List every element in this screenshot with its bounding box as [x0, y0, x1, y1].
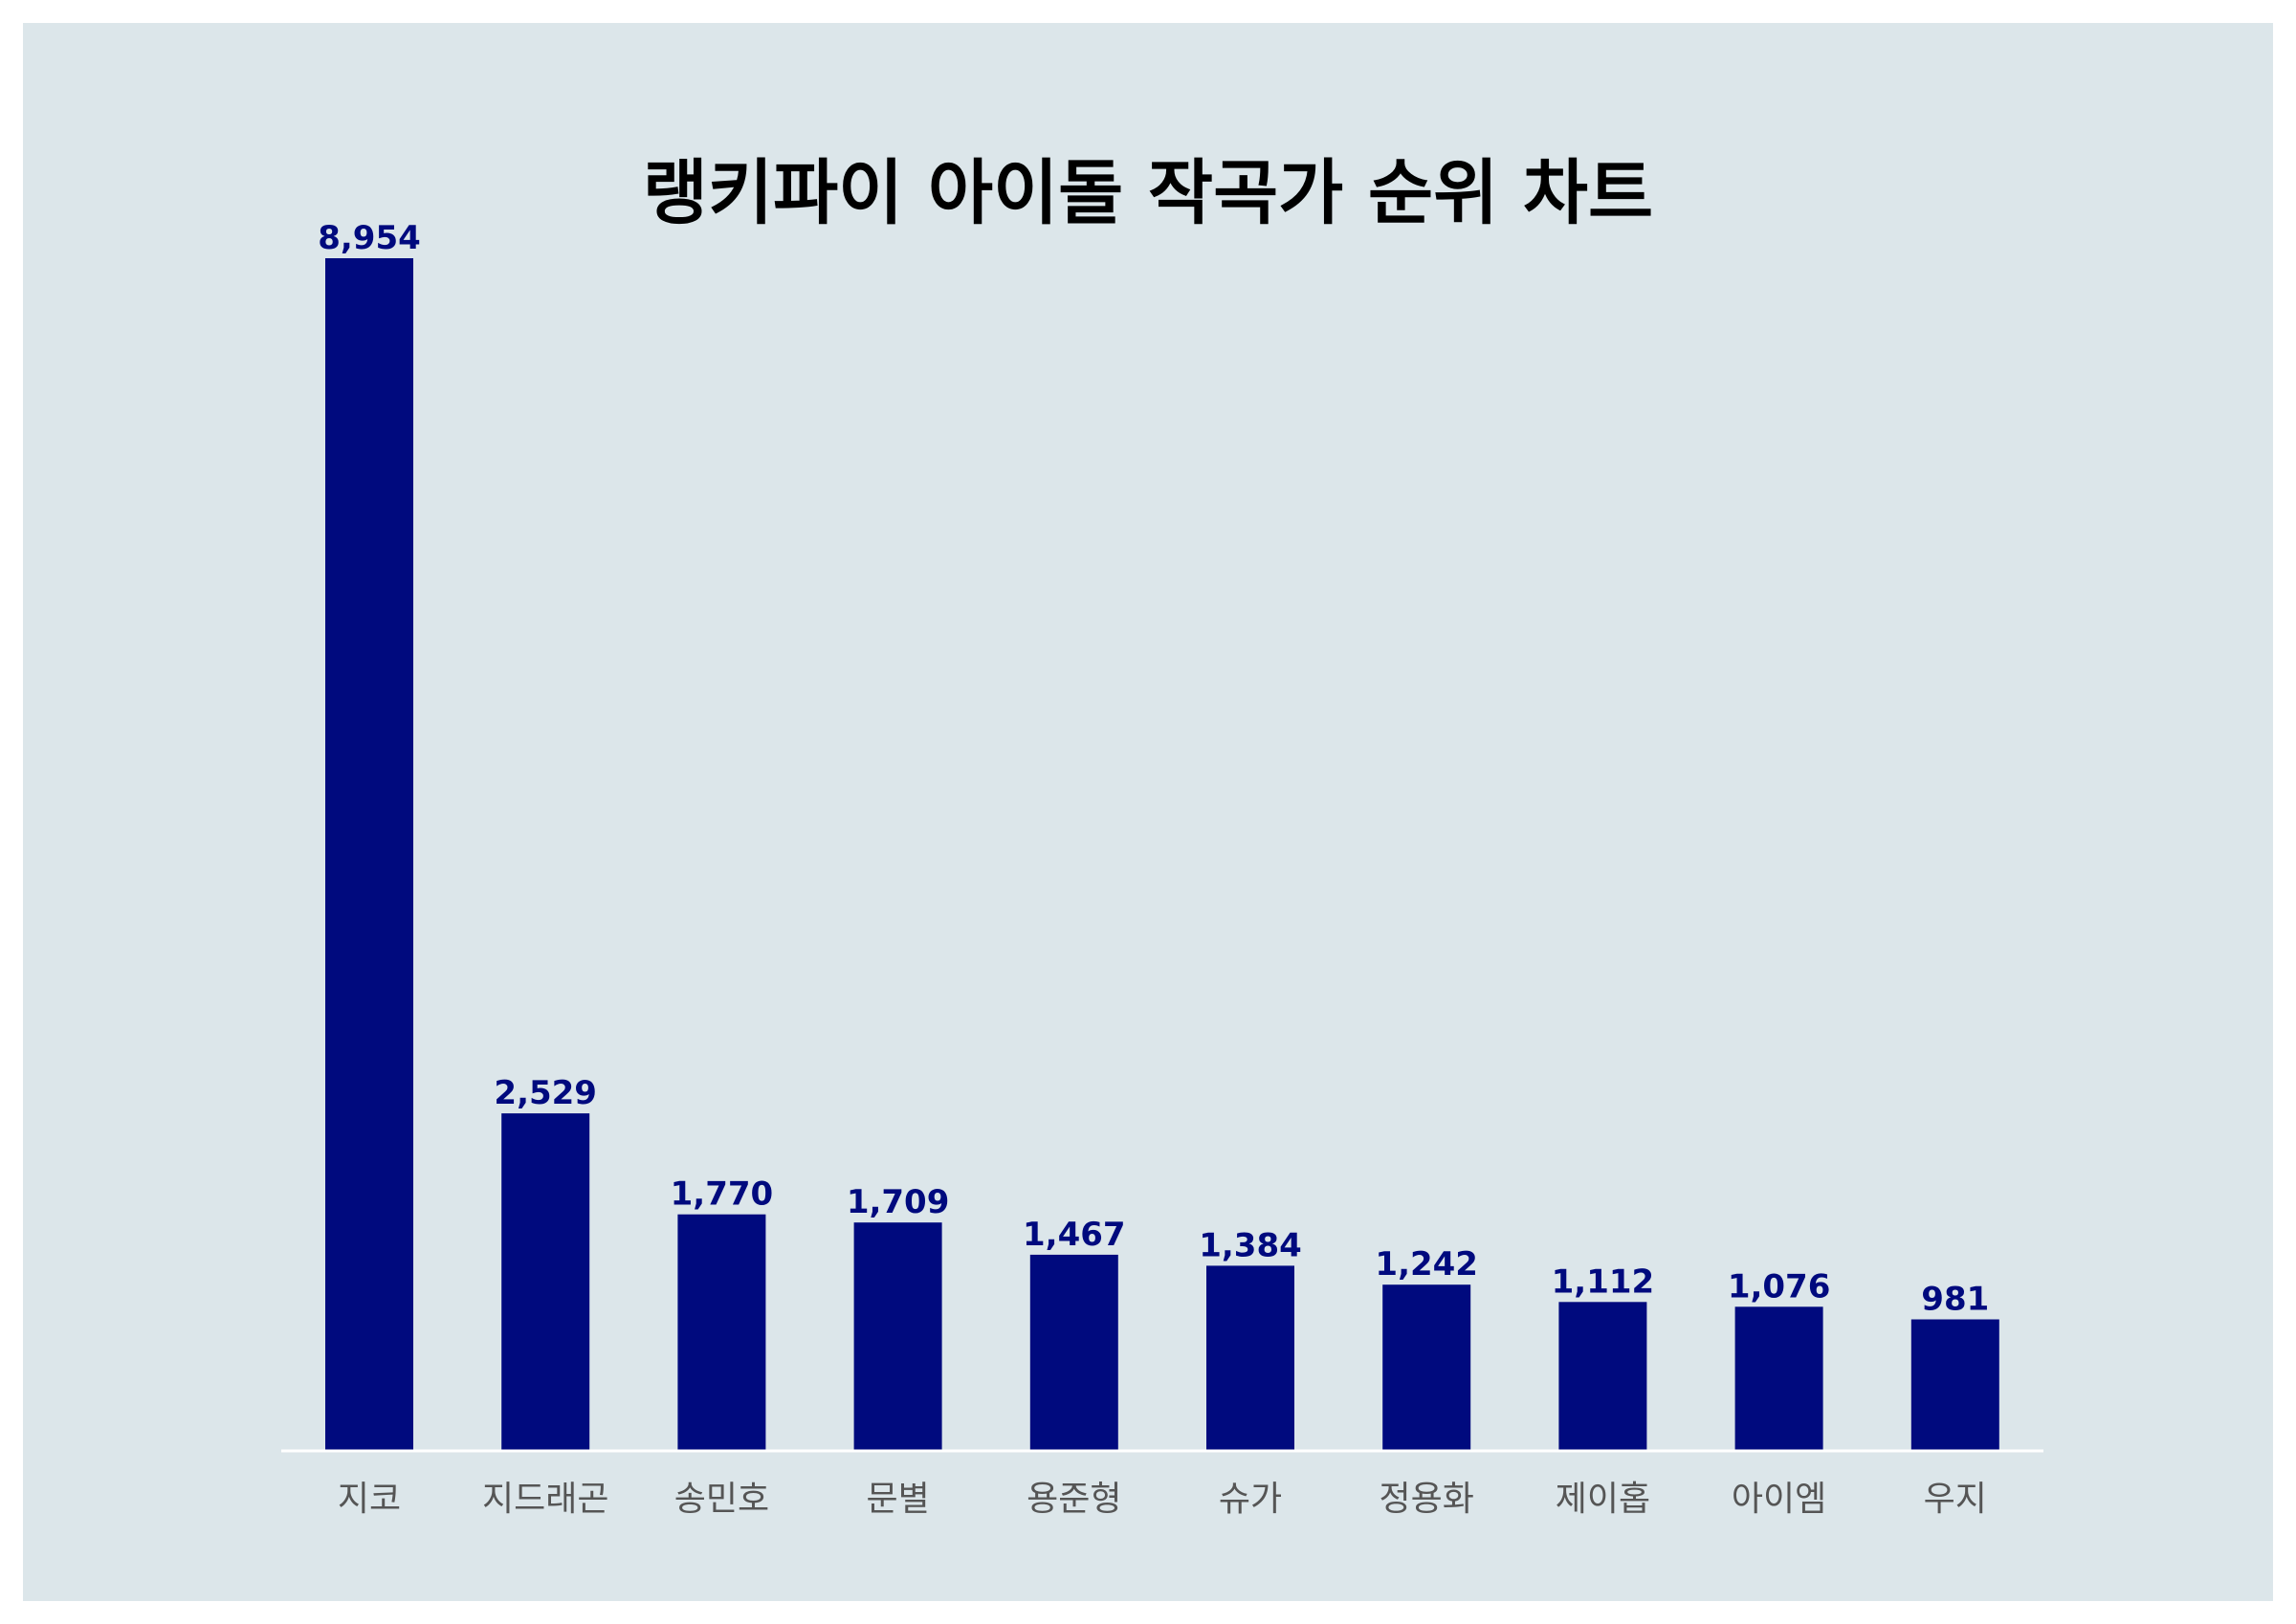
bar [677, 1214, 766, 1450]
category-label: 슈가 [1219, 1480, 1282, 1519]
bar [501, 1113, 590, 1450]
bar-value-label: 981 [1921, 1281, 1989, 1319]
bar-value-label: 1,770 [671, 1175, 774, 1214]
bar-value-label: 1,112 [1552, 1262, 1655, 1301]
bar-value-label: 1,242 [1375, 1245, 1478, 1284]
bar-value-label: 1,384 [1199, 1226, 1302, 1264]
category-label: 아이엠 [1732, 1480, 1826, 1519]
category-label: 정용화 [1380, 1480, 1474, 1519]
category-label: 제이홉 [1556, 1480, 1650, 1519]
bar [1029, 1254, 1118, 1450]
category-label: 우지 [1924, 1480, 1987, 1519]
bar [1734, 1306, 1823, 1450]
category-label: 송민호 [674, 1480, 769, 1519]
bar [1910, 1319, 1999, 1450]
category-label: 용준형 [1027, 1480, 1121, 1519]
bar [1558, 1302, 1647, 1450]
category-label: 문별 [866, 1480, 929, 1519]
category-label: 지드래곤 [482, 1480, 608, 1519]
bar-value-label: 1,076 [1728, 1267, 1831, 1306]
bar-value-label: 1,709 [847, 1183, 950, 1221]
category-label: 지코 [338, 1480, 401, 1519]
bar-value-label: 2,529 [494, 1074, 597, 1112]
bar-value-label: 8,954 [318, 219, 421, 257]
bar-value-label: 1,467 [1023, 1216, 1126, 1254]
bar [325, 258, 413, 1450]
chart-title: 랭키파이 아이돌 작곡가 순위 차트 [642, 152, 1654, 234]
bar [1206, 1265, 1294, 1450]
bar [1382, 1284, 1471, 1450]
bar-chart: 8,954 지코 2,529 지드래곤 1,770 송민호 1,709 문별 1,467 용준형 1… [281, 219, 2043, 1519]
bar [853, 1222, 942, 1450]
chart-card: 랭키파이 아이돌 작곡가 순위 차트 8,954 지코 2,529 지드래곤 1,770… [23, 23, 2273, 1601]
